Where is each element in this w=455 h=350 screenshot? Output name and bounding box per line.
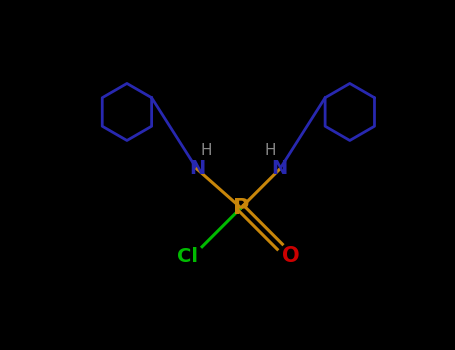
Text: O: O [283, 246, 300, 266]
Text: H: H [265, 144, 276, 158]
Text: N: N [272, 160, 288, 178]
Text: P: P [233, 198, 249, 218]
Text: N: N [189, 160, 205, 178]
Text: Cl: Cl [177, 246, 198, 266]
Text: H: H [201, 144, 212, 158]
